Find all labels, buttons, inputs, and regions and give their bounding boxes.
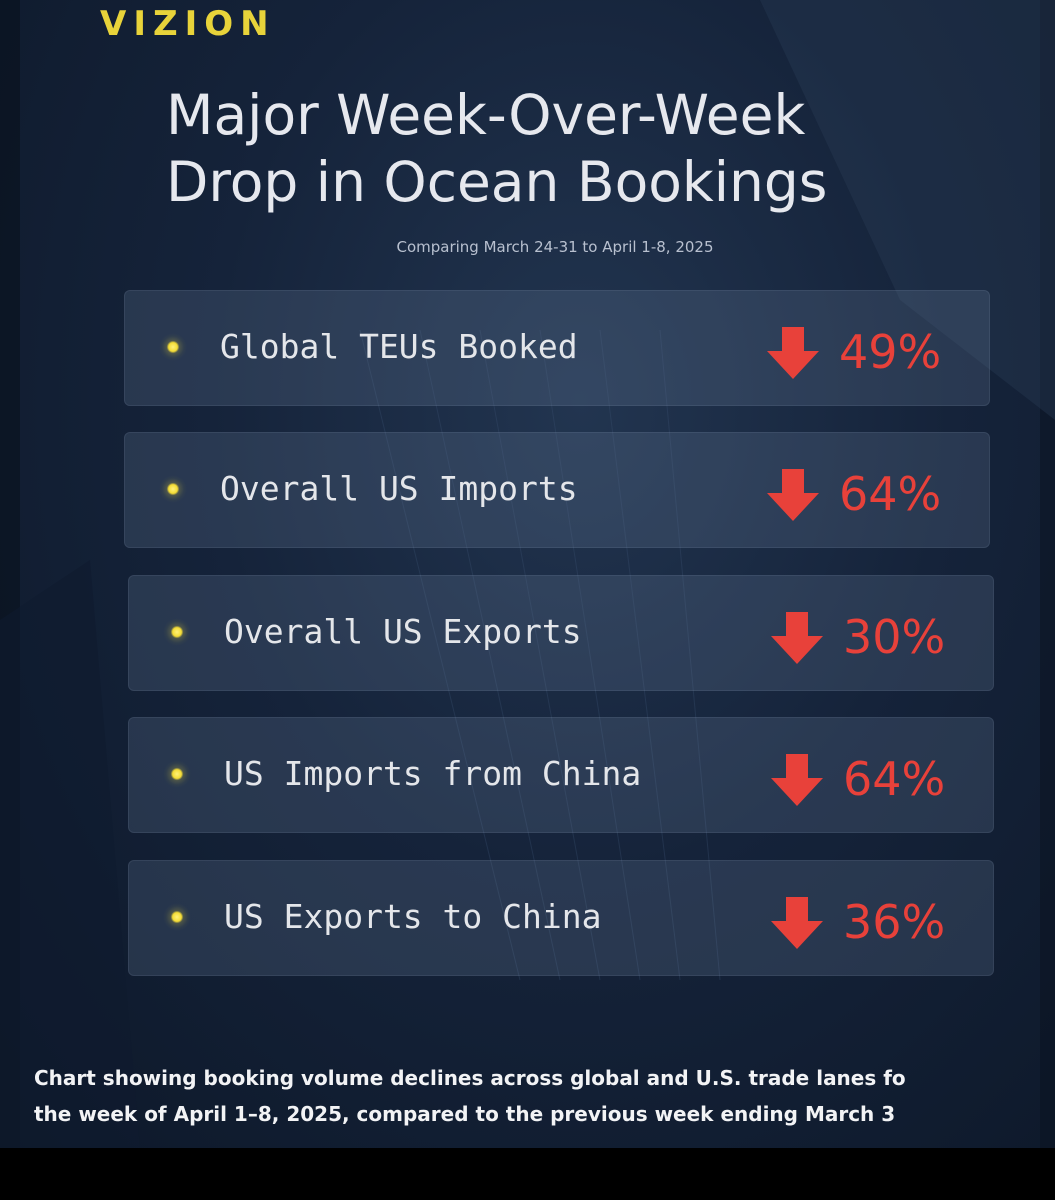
metric-change: 49% [839, 325, 942, 379]
caption-line-1: Chart showing booking volume declines ac… [34, 1066, 906, 1090]
metric-card-global-teus: Global TEUs Booked 49% [124, 290, 990, 406]
yellow-dot-icon [163, 618, 191, 646]
arrow-down-icon [767, 327, 819, 379]
title-line-1: Major Week-Over-Week [166, 83, 806, 147]
arrow-down-icon [771, 897, 823, 949]
metric-label: Global TEUs Booked [220, 327, 578, 366]
date-range-subtitle: Comparing March 24-31 to April 1-8, 2025 [396, 238, 714, 256]
brand-logo: VIZION [100, 4, 276, 44]
metric-label: Overall US Imports [220, 469, 578, 508]
metric-label: US Imports from China [224, 754, 642, 793]
arrow-down-icon [771, 612, 823, 664]
metric-label: US Exports to China [224, 897, 602, 936]
metric-change: 36% [843, 895, 946, 949]
arrow-down-icon [767, 469, 819, 521]
metric-card-us-exports-china: US Exports to China 36% [128, 860, 994, 976]
yellow-dot-icon [159, 333, 187, 361]
caption-line-2: the week of April 1–8, 2025, compared to… [34, 1102, 896, 1126]
page-title: Major Week-Over-Week Drop in Ocean Booki… [166, 82, 1026, 216]
background-decoration [0, 0, 1055, 1148]
metric-label: Overall US Exports [224, 612, 582, 651]
title-line-2: Drop in Ocean Bookings [166, 150, 828, 214]
metric-card-us-imports: Overall US Imports 64% [124, 432, 990, 548]
yellow-dot-icon [159, 475, 187, 503]
metric-change: 64% [843, 752, 946, 806]
arrow-down-icon [771, 754, 823, 806]
metric-change: 64% [839, 467, 942, 521]
metric-card-us-imports-china: US Imports from China 64% [128, 717, 994, 833]
yellow-dot-icon [163, 903, 191, 931]
chart-caption: Chart showing booking volume declines ac… [34, 1060, 1055, 1132]
metric-change: 30% [843, 610, 946, 664]
yellow-dot-icon [163, 760, 191, 788]
infographic: VIZION Major Week-Over-Week Drop in Ocea… [0, 0, 1055, 1148]
metric-card-us-exports: Overall US Exports 30% [128, 575, 994, 691]
